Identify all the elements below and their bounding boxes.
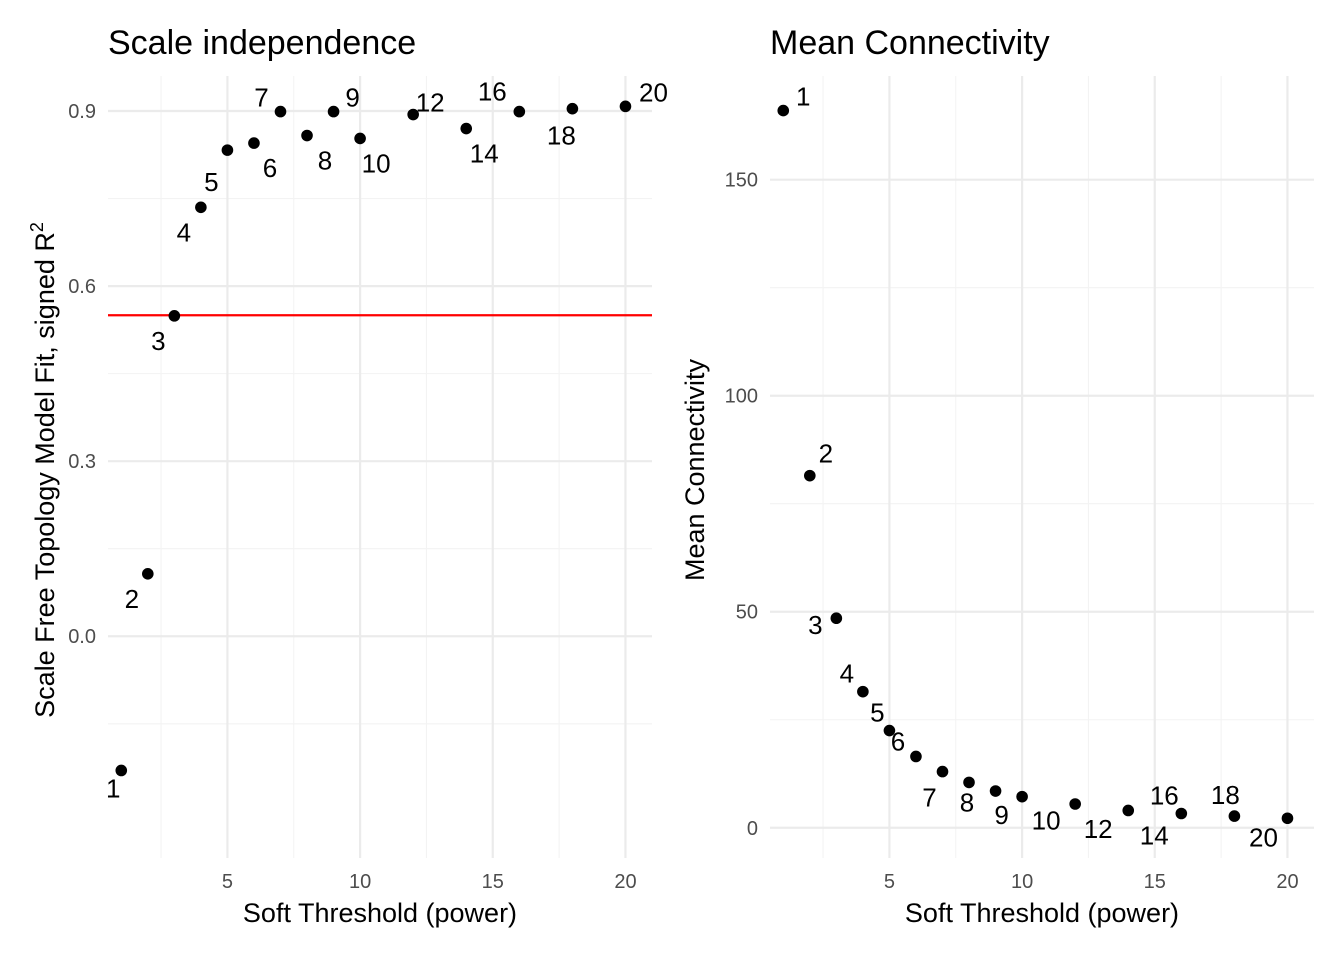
mean-connectivity-point-label: 4 bbox=[840, 659, 854, 689]
mean-connectivity-point-label: 8 bbox=[960, 787, 974, 817]
scale-independence-data-point bbox=[460, 122, 473, 135]
mean-connectivity-point-label: 9 bbox=[994, 800, 1008, 830]
mean-connectivity-point-label: 7 bbox=[922, 783, 936, 813]
scale-independence-point-label: 2 bbox=[125, 584, 139, 614]
scale-independence-point-label: 5 bbox=[204, 167, 218, 197]
mean-connectivity-data-point bbox=[777, 104, 790, 117]
scale-independence-grid bbox=[108, 76, 652, 858]
mean-connectivity-data-point bbox=[910, 750, 922, 763]
scale-independence-y-tick-label: 0.9 bbox=[68, 101, 96, 123]
mean-connectivity-point-label: 1 bbox=[796, 82, 810, 112]
scale-independence-point-label: 7 bbox=[254, 83, 268, 113]
scale-independence-point-label: 12 bbox=[416, 88, 445, 118]
scale-independence-x-tick-label: 10 bbox=[349, 871, 371, 893]
mean-connectivity-y-tick-label: 50 bbox=[736, 602, 758, 624]
scale-independence-y-tick-label: 0.6 bbox=[68, 276, 96, 298]
scale-independence-data-point bbox=[195, 201, 207, 214]
scale-independence-tick-labels: 5 10 15 200.00.30.60.9 bbox=[68, 101, 636, 893]
mean-connectivity-x-tick-label: 20 bbox=[1276, 871, 1298, 893]
mean-connectivity-x-axis-title: Soft Threshold (power) bbox=[905, 898, 1179, 928]
mean-connectivity-y-axis-title: Mean Connectivity bbox=[680, 358, 710, 581]
scale-independence-y-tick-label: 0.0 bbox=[68, 626, 96, 648]
y-axis-title-superscript: 2 bbox=[27, 222, 47, 232]
scale-independence-data-point bbox=[142, 567, 154, 580]
mean-connectivity-point-label: 3 bbox=[808, 610, 822, 640]
scale-independence-data-point bbox=[274, 105, 287, 118]
scale-independence-data-point bbox=[566, 102, 579, 115]
scale-independence-point-label: 6 bbox=[263, 153, 277, 183]
scale-independence-point-label: 9 bbox=[345, 83, 359, 113]
scale-independence-x-axis-title: Soft Threshold (power) bbox=[243, 898, 517, 928]
mean-connectivity-y-tick-label: 0 bbox=[747, 818, 758, 840]
mean-connectivity-point-label: 6 bbox=[891, 726, 905, 756]
mean-connectivity-data-point bbox=[1016, 790, 1028, 803]
scale-independence-point-label: 4 bbox=[177, 217, 191, 247]
mean-connectivity-data-point bbox=[830, 612, 843, 625]
scale-independence-data-point bbox=[168, 310, 181, 322]
mean-connectivity-point-label: 10 bbox=[1032, 806, 1061, 836]
mean-connectivity-x-tick-label: 5 bbox=[884, 871, 895, 893]
scale-independence-data-point bbox=[221, 144, 234, 156]
mean-connectivity-point-label: 14 bbox=[1140, 820, 1169, 850]
mean-connectivity-data-point bbox=[989, 785, 1002, 797]
scale-independence-point-label: 16 bbox=[478, 77, 507, 107]
mean-connectivity-data-point bbox=[1175, 807, 1188, 820]
scale-independence-point-label: 10 bbox=[362, 148, 391, 178]
mean-connectivity-point-label: 2 bbox=[819, 439, 833, 469]
mean-connectivity-point-label: 16 bbox=[1150, 780, 1179, 810]
scale-independence-x-tick-label: 15 bbox=[482, 871, 504, 893]
scale-independence-point-label: 8 bbox=[318, 146, 332, 176]
mean-connectivity-point-label: 20 bbox=[1249, 822, 1278, 852]
mean-connectivity-data-point bbox=[936, 765, 949, 778]
mean-connectivity-y-tick-label: 100 bbox=[725, 386, 758, 408]
scale-independence-point-label: 1 bbox=[106, 773, 120, 803]
mean-connectivity-data-point bbox=[1228, 810, 1241, 822]
mean-connectivity-tick-labels: 5 10 15 20 0 50 100 150 bbox=[725, 170, 1299, 893]
scale-independence-data-point bbox=[513, 105, 526, 118]
mean-connectivity-point-label: 12 bbox=[1084, 814, 1113, 844]
scale-independence-data-point bbox=[301, 129, 313, 142]
mean-connectivity-data-point bbox=[1122, 804, 1135, 817]
scale-independence-y-tick-label: 0.3 bbox=[68, 451, 96, 473]
scale-independence-point-label: 14 bbox=[470, 139, 499, 169]
mean-connectivity-x-tick-label: 10 bbox=[1011, 871, 1033, 893]
mean-connectivity-grid bbox=[770, 76, 1314, 858]
scale-independence-data-point bbox=[354, 132, 366, 145]
scale-independence-data-point bbox=[619, 100, 632, 113]
scale-independence-x-tick-label: 20 bbox=[614, 871, 636, 893]
scale-independence-point-label: 20 bbox=[639, 77, 668, 107]
scale-independence-point-label: 3 bbox=[151, 326, 165, 356]
mean-connectivity-title: Mean Connectivity bbox=[770, 24, 1050, 62]
scale-independence-data-point bbox=[327, 105, 340, 118]
scale-independence-data-point bbox=[248, 137, 260, 149]
scale-independence-x-tick-label: 5 bbox=[222, 871, 233, 893]
y-axis-title-text: Scale Free Topology Model Fit, signed R bbox=[30, 232, 60, 718]
mean-connectivity-data-point bbox=[1069, 798, 1081, 810]
mean-connectivity-point-label: 5 bbox=[870, 698, 884, 728]
mean-connectivity-data-point bbox=[804, 469, 816, 482]
scale-independence-data-point bbox=[407, 108, 419, 121]
mean-connectivity-data-point bbox=[1281, 812, 1294, 825]
mean-connectivity-x-tick-label: 15 bbox=[1144, 871, 1166, 893]
mean-connectivity-data-point bbox=[963, 776, 975, 789]
mean-connectivity-points bbox=[777, 104, 1294, 825]
scale-independence-point-label: 18 bbox=[547, 121, 576, 151]
mean-connectivity-y-tick-label: 150 bbox=[725, 170, 758, 192]
scale-independence-data-point bbox=[115, 764, 128, 777]
scale-independence-title: Scale independence bbox=[108, 24, 416, 62]
mean-connectivity-point-label: 18 bbox=[1211, 780, 1240, 810]
scale-independence-y-axis-title: Scale Free Topology Model Fit, signed R2 bbox=[27, 222, 60, 718]
scale-independence-points bbox=[115, 100, 632, 777]
mean-connectivity-data-point bbox=[883, 724, 896, 737]
mean-connectivity-data-point bbox=[857, 685, 869, 698]
